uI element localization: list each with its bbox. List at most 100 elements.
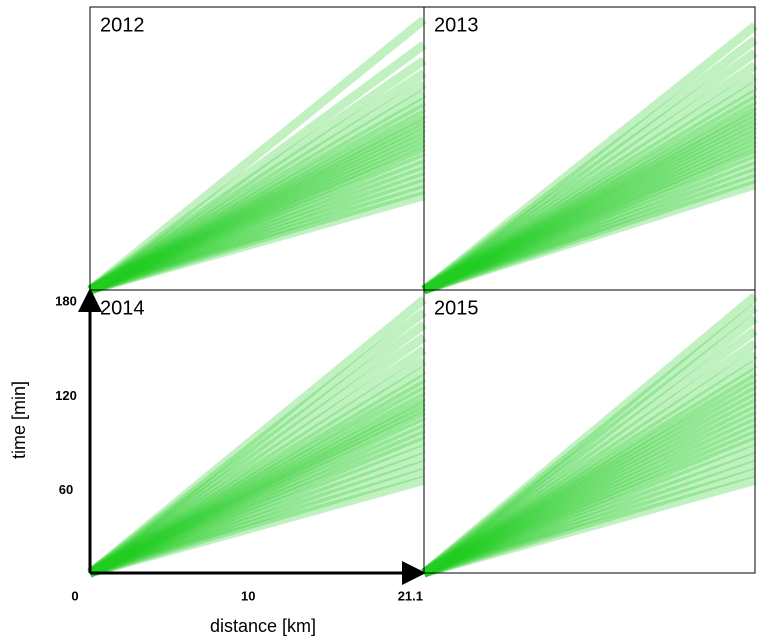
runner-line: [422, 167, 757, 295]
panel-frame: [423, 289, 756, 574]
runner-line: [88, 166, 426, 295]
x-tick-label: 10: [241, 588, 255, 603]
runner-line: [421, 327, 758, 577]
runner-line: [88, 147, 426, 295]
runner-line: [88, 424, 426, 578]
runner-line: [421, 102, 758, 294]
runner-line: [421, 399, 758, 578]
runner-line: [87, 89, 427, 294]
runner-line: [422, 417, 757, 578]
runner-line: [421, 386, 758, 577]
runner-line: [88, 407, 426, 578]
runner-line: [88, 411, 426, 578]
x-tick-label: 21.1: [398, 588, 423, 603]
runner-line: [422, 475, 757, 578]
frames: [78, 6, 756, 585]
runner-line: [88, 452, 426, 578]
runner-line: [422, 139, 757, 295]
runner-line: [88, 133, 426, 295]
runner-line: [422, 444, 757, 578]
runner-line: [87, 374, 427, 577]
runner-line: [88, 138, 426, 295]
labels: 2012 2013 2014 60 120 180 0 10 21.1 distance [km]…: [9, 14, 479, 635]
runner-line: [421, 116, 758, 295]
runner-line: [88, 185, 426, 295]
runner-line: [421, 106, 758, 294]
runner-line: [87, 333, 427, 577]
panel-title: 2014: [100, 297, 145, 319]
runner-line: [422, 180, 757, 295]
runner-line: [88, 153, 426, 295]
runner-line: [421, 367, 758, 577]
runner-line: [87, 114, 427, 295]
runner-line: [87, 97, 427, 294]
runner-line: [422, 411, 757, 578]
runner-line: [88, 191, 426, 295]
runner-line: [422, 174, 757, 295]
plots: [87, 16, 758, 578]
runner-line: [87, 69, 427, 294]
runner-line: [421, 292, 758, 577]
runner-line: [87, 119, 427, 295]
runner-line: [422, 144, 757, 295]
runner-line: [87, 386, 427, 577]
runner-line: [421, 303, 758, 577]
x-axis-label: distance [km]: [210, 616, 316, 636]
runner-line: [421, 374, 758, 577]
runner-line: [88, 475, 426, 578]
runner-line: [87, 103, 427, 294]
runner-line: [422, 452, 757, 578]
runner-line: [421, 81, 758, 294]
runner-line: [422, 468, 757, 578]
runner-line: [87, 109, 427, 294]
runner-line: [421, 360, 758, 577]
runner-line: [88, 444, 426, 578]
y-tick-label: 60: [59, 482, 73, 497]
runner-line: [422, 161, 757, 295]
runner-line: [87, 56, 427, 294]
runner-line: [87, 80, 427, 294]
runner-line: [88, 460, 426, 578]
y-axis-label: time [min]: [9, 381, 29, 459]
runner-line: [88, 160, 426, 295]
runner-line: [421, 89, 758, 294]
runner-line: [88, 128, 426, 295]
runner-line: [88, 417, 426, 578]
runner-line: [422, 130, 757, 295]
runner-line: [87, 392, 427, 577]
runner-line: [87, 320, 427, 577]
runner-line: [87, 397, 427, 578]
x-tick-label: 0: [71, 588, 78, 603]
runner-line: [88, 436, 426, 578]
runner-line: [422, 134, 757, 295]
runner-line: [422, 149, 757, 295]
runner-line: [87, 402, 427, 578]
runner-line: [87, 308, 427, 577]
runner-line: [87, 356, 427, 577]
runner-line: [88, 142, 426, 295]
y-tick-label: 120: [55, 388, 77, 403]
runner-line: [421, 120, 758, 295]
runner-line: [421, 314, 758, 577]
runner-line: [88, 124, 426, 295]
runner-line: [422, 125, 757, 295]
runner-line: [422, 155, 757, 295]
runner-line: [88, 172, 426, 295]
panel-title: 2012: [100, 14, 145, 36]
runner-line: [87, 380, 427, 577]
runner-line: [87, 41, 427, 294]
runner-line: [88, 178, 426, 295]
runner-line: [87, 295, 427, 577]
runner-line: [422, 430, 757, 578]
runner-line: [421, 36, 758, 294]
panel-title: 2013: [434, 14, 479, 36]
runner-line: [422, 436, 757, 578]
runner-line: [87, 366, 427, 577]
runner-line: [421, 339, 758, 577]
runner-line: [421, 22, 758, 294]
runner-line: [88, 430, 426, 578]
y-tick-label: 180: [55, 293, 77, 308]
runner-line: [421, 380, 758, 577]
runner-line: [422, 460, 757, 578]
